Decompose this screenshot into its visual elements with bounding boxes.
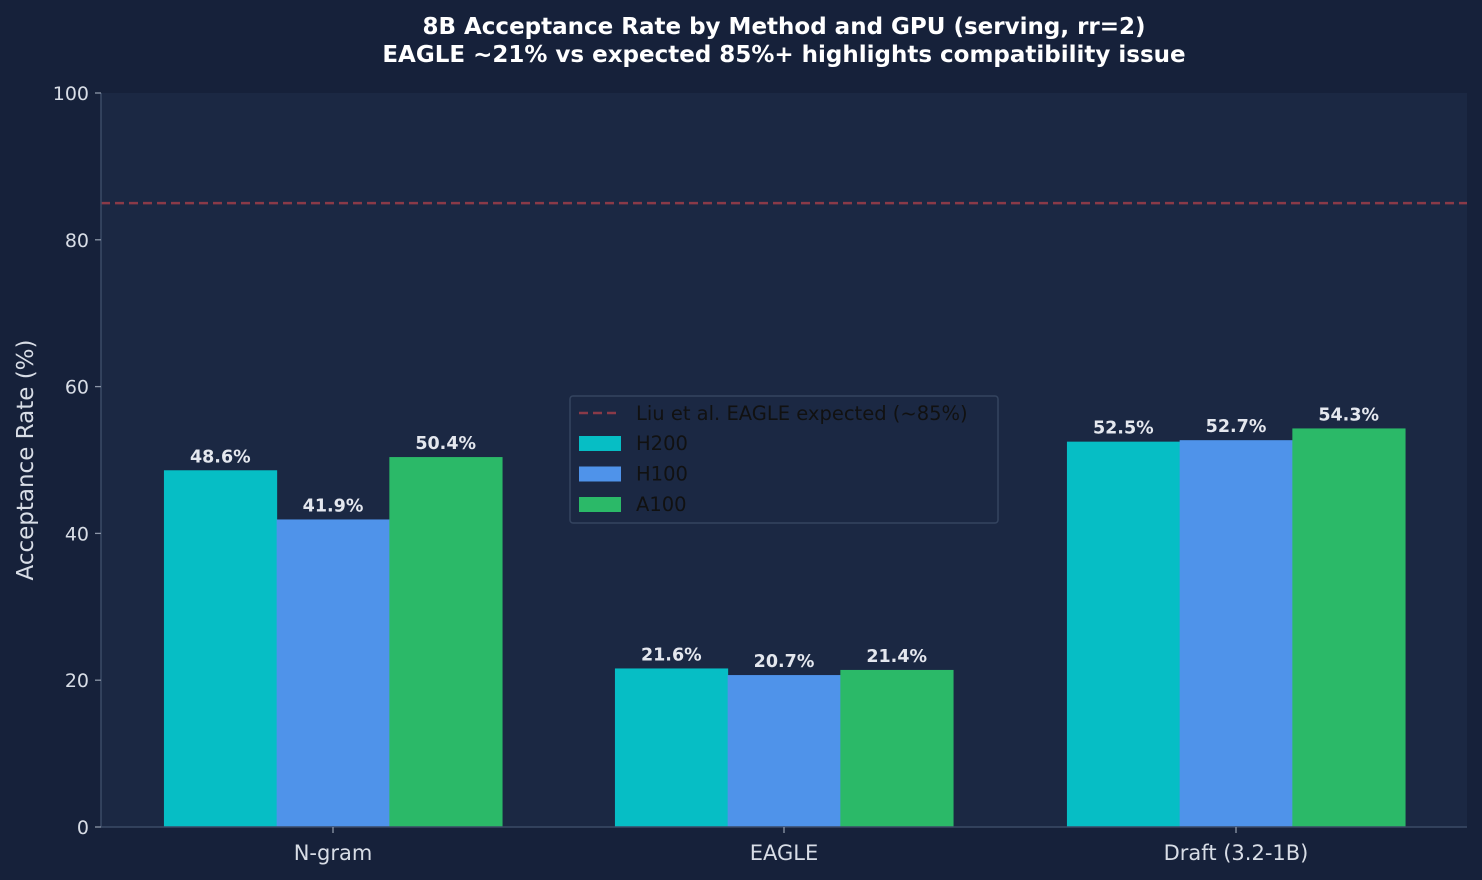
legend-swatch-h100 (579, 466, 621, 482)
bar-labels-layer: 48.6% 41.9% 50.4% 21.6% 20.7% 21.4% 52.5% 52.7%… (190, 405, 1379, 672)
bar-value-label: 21.6% (641, 645, 702, 665)
bar-h200-0 (163, 470, 278, 827)
bar-h100-1 (727, 675, 841, 827)
x-tick-label: N-gram (294, 841, 373, 865)
y-tick-label: 20 (65, 670, 89, 692)
legend: Liu et al. EAGLE expected (~85%) H200 H10… (569, 395, 999, 524)
bar-a100-1 (840, 669, 954, 827)
bar-h200-1 (614, 668, 729, 827)
bars-layer (163, 428, 1406, 827)
bar-h200-2 (1066, 441, 1181, 827)
bar-a100-0 (389, 457, 503, 827)
y-tick-label: 0 (77, 817, 89, 839)
bar-value-label: 20.7% (754, 652, 815, 672)
legend-swatch-h200 (579, 436, 621, 451)
bar-value-label: 21.4% (866, 647, 927, 667)
x-ticks-layer: N-gram EAGLE Draft (3.2-1B) (294, 827, 1309, 865)
bar-a100-2 (1292, 428, 1406, 827)
y-tick-label: 40 (65, 523, 89, 545)
legend-label-h100: H100 (636, 463, 688, 486)
bar-value-label: 50.4% (415, 434, 476, 454)
y-ticks-layer: 0 20 40 60 80 100 (53, 83, 101, 839)
chart-title-line1: 8B Acceptance Rate by Method and GPU (se… (422, 14, 1145, 40)
legend-label-a100: A100 (636, 493, 687, 516)
y-axis-title: Acceptance Rate (%) (13, 339, 39, 580)
chart-title-line2: EAGLE ~21% vs expected 85%+ highlights c… (382, 42, 1185, 68)
bar-value-label: 41.9% (303, 496, 364, 516)
y-tick-label: 100 (53, 83, 89, 105)
y-tick-label: 60 (65, 377, 89, 399)
bar-h100-2 (1179, 440, 1293, 827)
bar-h100-0 (276, 519, 390, 827)
legend-box (569, 395, 999, 524)
legend-swatch-a100 (579, 497, 621, 512)
bar-value-label: 54.3% (1318, 405, 1379, 425)
bar-value-label: 48.6% (190, 447, 251, 467)
x-tick-label: Draft (3.2-1B) (1164, 841, 1309, 865)
legend-reference-label: Liu et al. EAGLE expected (~85%) (636, 402, 968, 425)
legend-label-h200: H200 (636, 432, 688, 455)
x-tick-label: EAGLE (750, 841, 819, 865)
legend-series: H200 H100 A100 (579, 432, 688, 516)
bar-value-label: 52.7% (1206, 417, 1267, 437)
bar-value-label: 52.5% (1093, 419, 1154, 439)
y-tick-label: 80 (65, 230, 89, 252)
